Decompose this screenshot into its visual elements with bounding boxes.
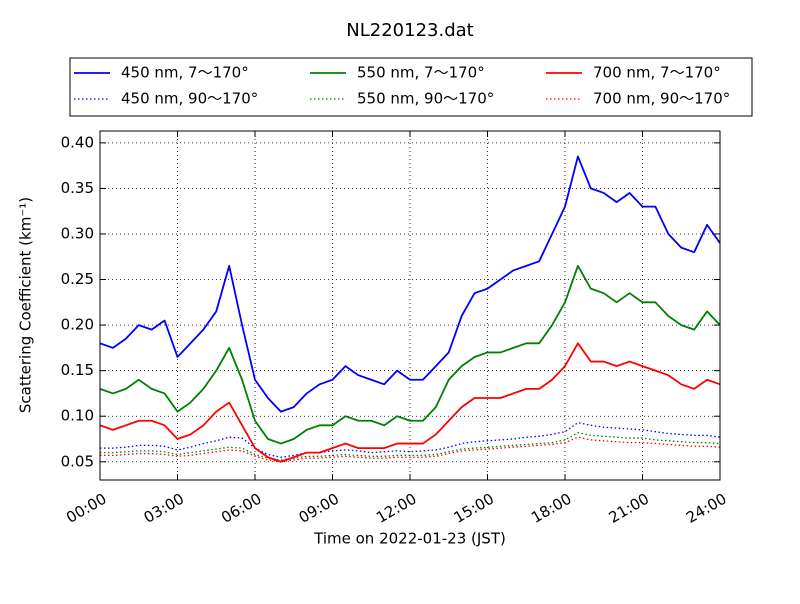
series-line (99, 264, 721, 445)
y-tick-label: 0.15 (61, 361, 94, 379)
x-axis-label: Time on 2022-01-23 (JST) (313, 530, 506, 548)
legend-box (69, 57, 753, 117)
legend-label: 700 nm, 7～170° (593, 64, 721, 82)
y-axis-label: Scattering Coefficient (km⁻¹) (17, 197, 35, 413)
plot-frame (99, 130, 721, 481)
series-line (100, 421, 721, 458)
series-line (100, 431, 721, 461)
y-tick-label: 0.40 (61, 133, 94, 151)
y-tick-label: 0.10 (61, 407, 94, 425)
y-tick-label: 0.35 (61, 179, 94, 197)
legend-label: 550 nm, 90～170° (357, 90, 494, 108)
legend-label: 550 nm, 7～170° (357, 64, 485, 82)
chart-title: NL220123.dat (346, 20, 473, 41)
legend-label: 450 nm, 90～170° (121, 90, 258, 108)
y-tick-label: 0.20 (61, 316, 94, 334)
y-tick-label: 0.25 (61, 270, 94, 288)
legend-label: 450 nm, 7～170° (121, 64, 249, 82)
series-line (99, 342, 721, 463)
series-line (100, 436, 721, 463)
y-tick-label: 0.05 (61, 452, 94, 470)
series-line (99, 155, 721, 413)
y-tick-label: 0.30 (61, 224, 94, 242)
legend-label: 700 nm, 90～170° (593, 90, 730, 108)
